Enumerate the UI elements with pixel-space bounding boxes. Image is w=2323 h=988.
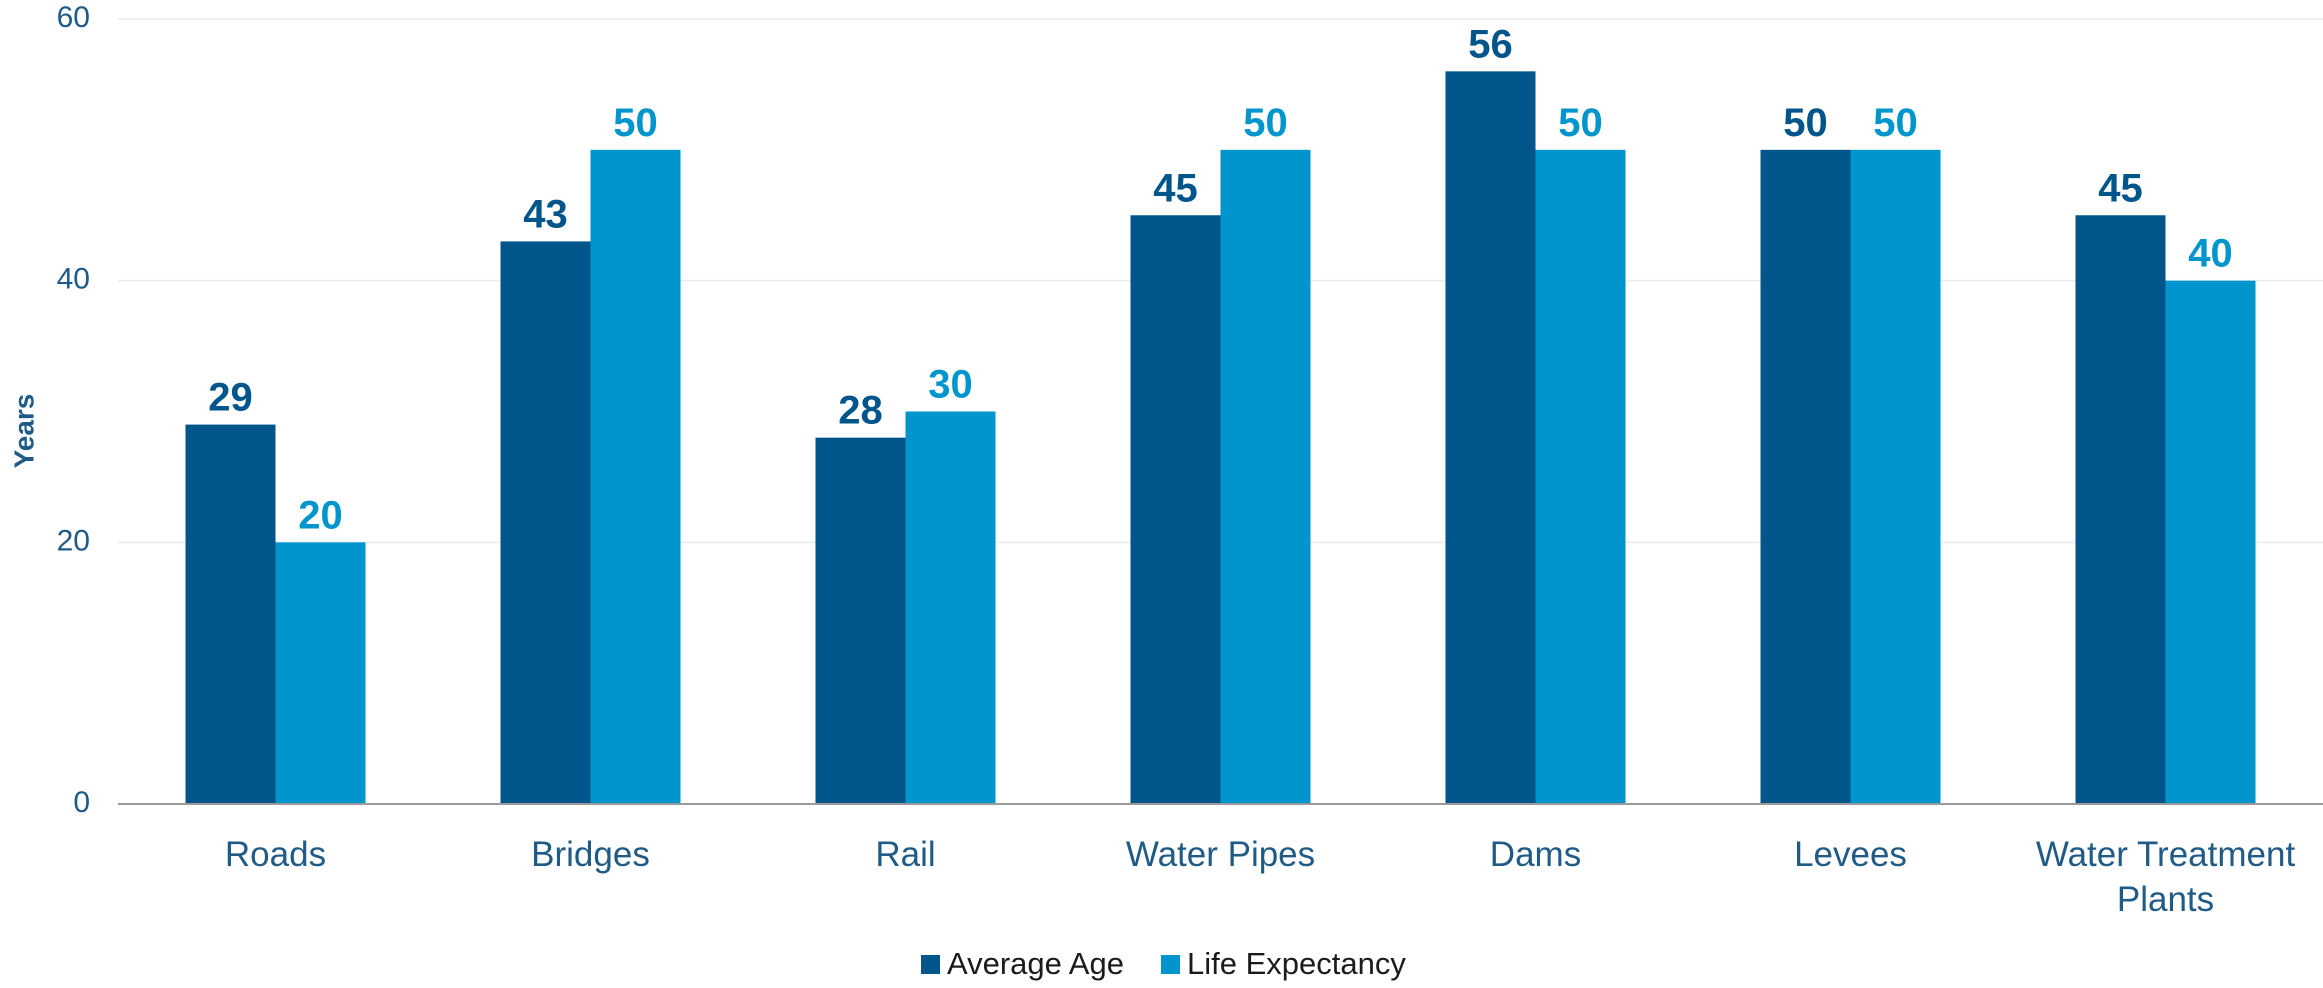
data-label: 43	[523, 192, 568, 236]
bar-average-age	[815, 437, 906, 804]
legend-label: Average Age	[947, 946, 1124, 981]
x-tick-label: Levees	[1794, 835, 1907, 874]
y-axis-title: Years	[8, 394, 39, 469]
x-tick-label: Dams	[1490, 835, 1581, 874]
data-label: 29	[208, 376, 253, 420]
data-label: 50	[613, 101, 658, 145]
bar-average-age	[1760, 149, 1851, 805]
data-label: 50	[1243, 101, 1288, 145]
legend-swatch	[921, 955, 940, 974]
legend: Average Age Life Expectancy	[921, 946, 1406, 981]
bar-life-expectancy	[1220, 149, 1311, 805]
legend-label: Life Expectancy	[1187, 946, 1406, 981]
x-tick-label: Water Treatment	[2036, 835, 2296, 874]
data-label: 40	[2188, 232, 2233, 276]
data-labels: 29 20 43 50 28 30 45 50 56 50 50 50 45 40	[208, 22, 2233, 537]
x-tick-label: Water Pipes	[1126, 835, 1315, 874]
x-tick-label: Rail	[875, 835, 935, 874]
x-tick-label: Plants	[2117, 880, 2214, 919]
legend-swatch	[1161, 955, 1180, 974]
bar-average-age	[1130, 215, 1221, 804]
bar-average-age	[1445, 71, 1536, 805]
data-label: 50	[1558, 101, 1603, 145]
bar-life-expectancy	[1850, 149, 1941, 805]
axes: 0 20 40 60 Years Roads Bridges Rail Water Pipes D…	[8, 1, 2323, 919]
bar-life-expectancy	[1535, 149, 1626, 805]
legend-item: Life Expectancy	[1161, 946, 1406, 981]
bar-life-expectancy	[275, 542, 366, 804]
data-label: 45	[2098, 166, 2143, 210]
data-label: 28	[838, 389, 883, 433]
x-tick-label: Roads	[225, 835, 326, 874]
bar-life-expectancy	[2165, 280, 2256, 805]
y-tick-label: 20	[57, 524, 90, 557]
bar-average-age	[2075, 215, 2166, 804]
legend-item: Average Age	[921, 946, 1124, 981]
data-label: 45	[1153, 166, 1198, 210]
bar-life-expectancy	[590, 149, 681, 805]
y-tick-label: 0	[73, 786, 90, 819]
bars	[185, 71, 2256, 805]
bar-average-age	[500, 241, 591, 804]
data-label: 50	[1873, 101, 1918, 145]
data-label: 56	[1468, 22, 1513, 66]
y-tick-label: 60	[57, 1, 90, 34]
bar-average-age	[185, 424, 276, 804]
bar-life-expectancy	[905, 411, 996, 804]
data-label: 20	[298, 493, 343, 537]
data-label: 30	[928, 363, 973, 407]
y-tick-label: 40	[57, 263, 90, 296]
x-tick-label: Bridges	[531, 835, 650, 874]
data-label: 50	[1783, 101, 1828, 145]
